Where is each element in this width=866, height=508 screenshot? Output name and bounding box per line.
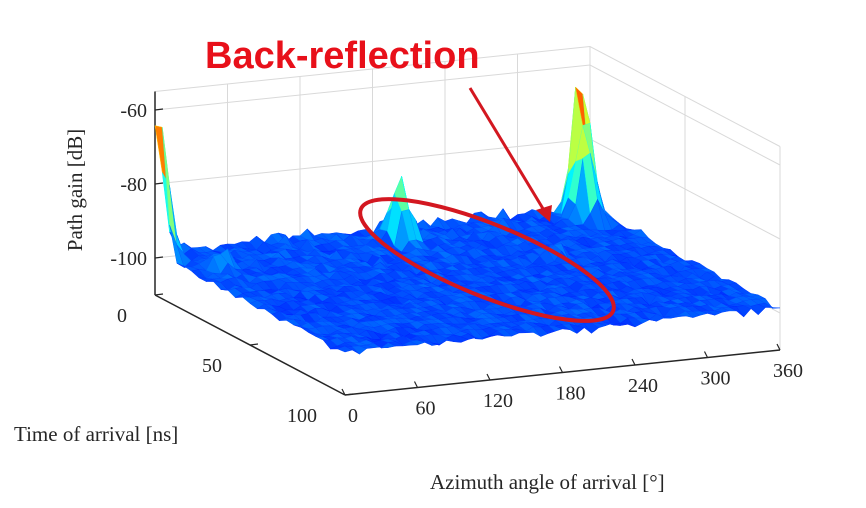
x-tick xyxy=(776,343,781,351)
z-tick xyxy=(154,256,164,259)
back-reflection-ellipse xyxy=(358,197,616,323)
surface-patch xyxy=(765,303,781,309)
tick-labels: 0 60 120 180 240 300 360 0 50 100 -60 -80 -100 xyxy=(110,100,803,427)
x-tick-label: 60 xyxy=(416,398,436,420)
x-axis-label: Azimuth angle of arrival [°] xyxy=(430,470,665,494)
z-tick-label: -100 xyxy=(110,248,147,270)
arrowhead xyxy=(536,205,552,222)
z-tick xyxy=(154,108,164,111)
x-tick-label: 360 xyxy=(773,360,803,382)
back-reflection-annotation: Back-reflection xyxy=(205,35,480,77)
y-tick-label: 100 xyxy=(287,405,317,427)
x-tick xyxy=(703,351,709,358)
z-tick xyxy=(154,182,164,185)
y-tick-label: 0 xyxy=(117,305,127,327)
x-tick-label: 240 xyxy=(628,375,658,397)
grid-line xyxy=(154,64,781,166)
x-tick-label: 180 xyxy=(556,383,586,405)
x-tick xyxy=(413,381,419,388)
y-tick-label: 50 xyxy=(202,355,222,377)
y-tick xyxy=(154,293,164,296)
back-reflection-arrow xyxy=(468,87,547,213)
surface-mesh xyxy=(154,86,781,355)
x-tick xyxy=(631,358,636,366)
x-tick xyxy=(486,373,491,381)
y-tick xyxy=(344,393,354,396)
x-tick-label: 120 xyxy=(483,390,513,412)
x-tick-label: 0 xyxy=(348,405,358,427)
z-tick-label: -80 xyxy=(120,174,147,196)
x-tick xyxy=(341,388,346,396)
y-tick xyxy=(249,343,259,346)
y-axis-label: Time of arrival [ns] xyxy=(14,422,178,446)
box-edge xyxy=(154,45,781,147)
z-axis-label: Path gain [dB] xyxy=(63,129,87,251)
z-tick-label: -60 xyxy=(120,100,147,122)
x-tick-label: 300 xyxy=(701,368,731,390)
x-tick xyxy=(558,366,564,373)
